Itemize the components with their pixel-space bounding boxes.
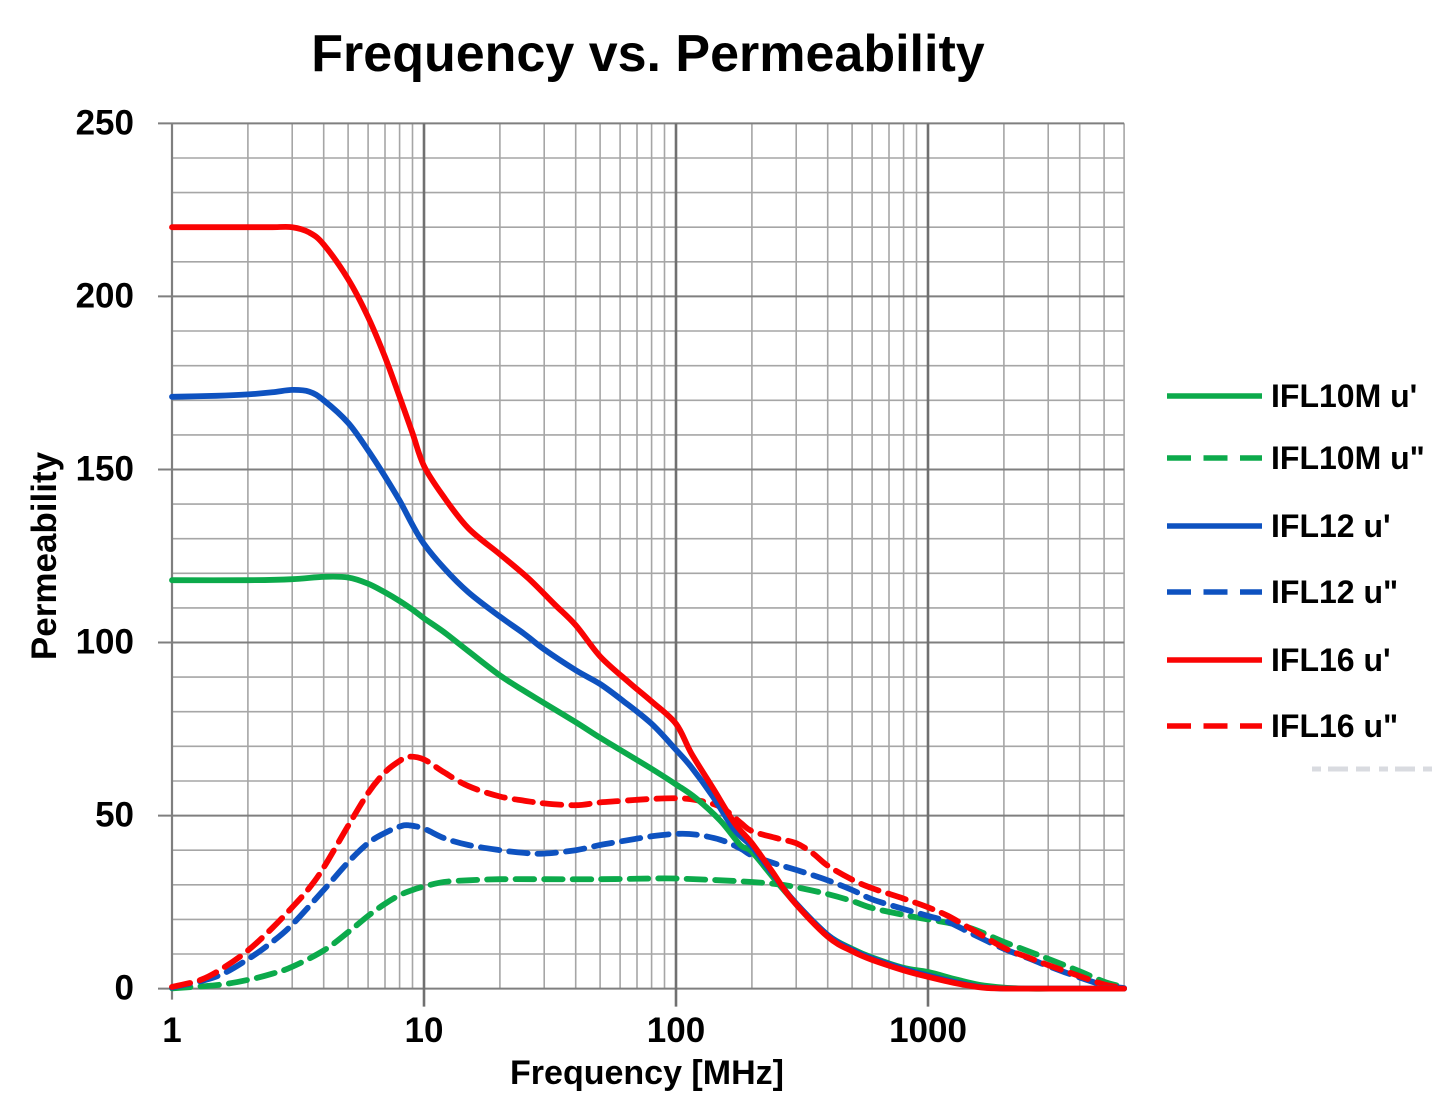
svg-text:Permeability: Permeability <box>25 451 64 660</box>
svg-text:200: 200 <box>76 276 134 315</box>
svg-text:Frequency [MHz]: Frequency [MHz] <box>510 1054 784 1092</box>
svg-text:100: 100 <box>647 1011 705 1050</box>
svg-text:150: 150 <box>76 450 134 489</box>
svg-text:IFL10M u": IFL10M u" <box>1271 440 1425 476</box>
svg-text:IFL16 u": IFL16 u" <box>1271 708 1398 744</box>
svg-text:IFL16 u': IFL16 u' <box>1271 642 1391 678</box>
svg-text:1: 1 <box>162 1011 181 1050</box>
svg-text:Frequency vs. Permeability: Frequency vs. Permeability <box>311 25 984 83</box>
svg-text:IFL10M u': IFL10M u' <box>1271 378 1417 414</box>
svg-text:100: 100 <box>76 623 134 662</box>
svg-text:50: 50 <box>95 796 134 835</box>
svg-text:250: 250 <box>76 103 134 142</box>
svg-text:IFL12 u': IFL12 u' <box>1271 508 1391 544</box>
svg-text:0: 0 <box>115 969 134 1008</box>
svg-text:IFL12 u": IFL12 u" <box>1271 574 1398 610</box>
svg-text:10: 10 <box>405 1011 444 1050</box>
svg-text:1000: 1000 <box>889 1011 967 1050</box>
